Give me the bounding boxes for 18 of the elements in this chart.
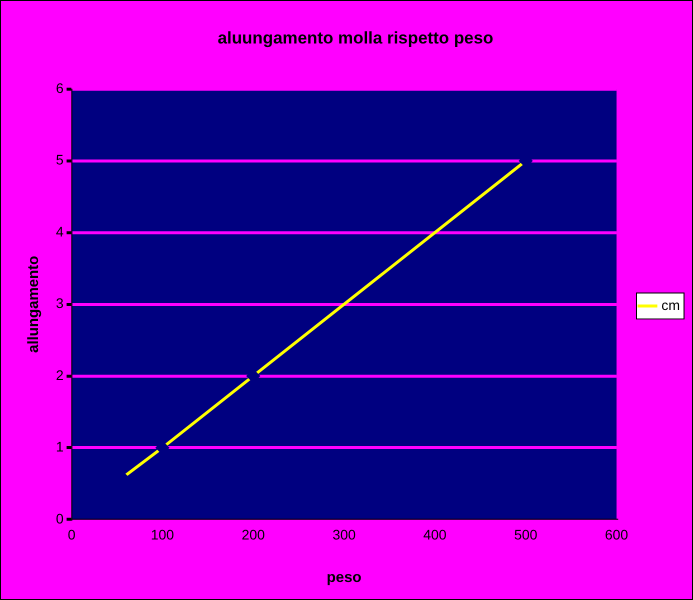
y-tick-label: 0 bbox=[56, 510, 64, 526]
y-tick-label: 1 bbox=[56, 438, 64, 455]
y-tick-label: 2 bbox=[56, 366, 64, 383]
y-axis-title: allungamento bbox=[25, 256, 42, 353]
x-tick-label: 500 bbox=[514, 526, 538, 543]
x-tick-label: 0 bbox=[68, 526, 76, 543]
x-tick-label: 600 bbox=[604, 526, 628, 543]
y-tick-label: 4 bbox=[56, 223, 64, 240]
x-tick-label: 100 bbox=[150, 526, 174, 543]
y-tick-label: 6 bbox=[56, 80, 64, 96]
chart-title: aluungamento molla rispetto peso bbox=[218, 28, 494, 48]
x-tick-label: 300 bbox=[332, 526, 356, 543]
x-tick-label: 200 bbox=[242, 526, 266, 543]
y-tick-label: 5 bbox=[56, 152, 64, 168]
x-axis-title: peso bbox=[326, 569, 362, 586]
x-tick-label: 400 bbox=[423, 526, 447, 543]
legend-label: cm bbox=[661, 296, 680, 313]
y-tick-label: 3 bbox=[56, 295, 64, 312]
